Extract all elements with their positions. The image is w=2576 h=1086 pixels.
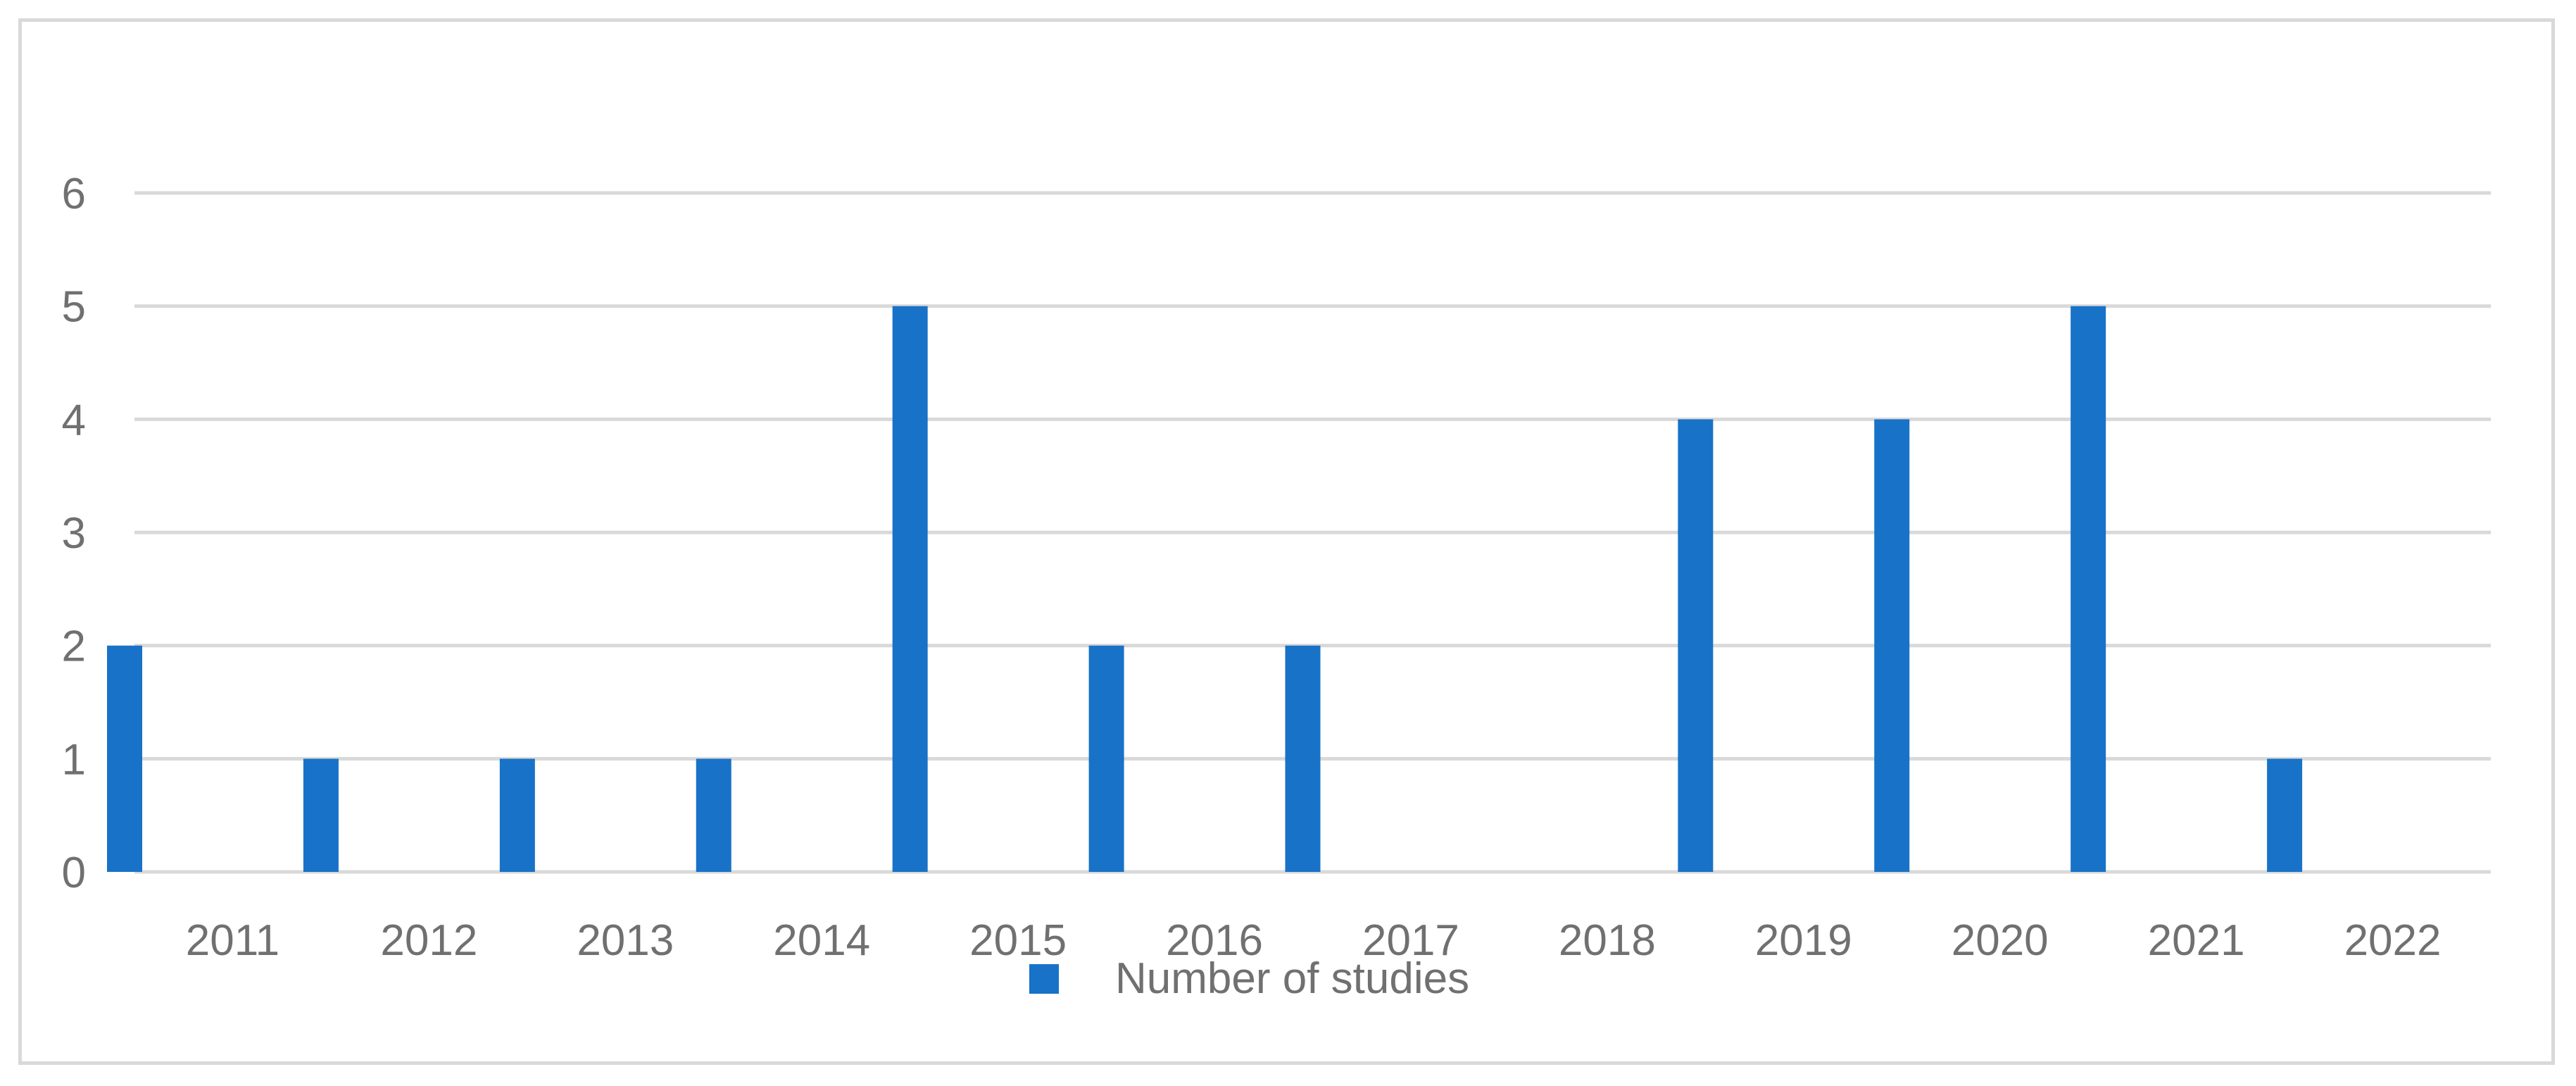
x-tick-label-2017: 2017 (1362, 916, 1459, 965)
bar-2015 (892, 306, 928, 873)
bar-2016 (1088, 645, 1124, 872)
y-tick-label: 2 (62, 623, 86, 671)
x-tick-label-2012: 2012 (380, 916, 477, 965)
bar-2021 (2071, 306, 2106, 873)
x-tick-label-2019: 2019 (1755, 916, 1852, 965)
x-tick-label-2016: 2016 (1166, 916, 1263, 965)
y-tick-label: 4 (62, 396, 86, 444)
legend-label: Number of studies (1115, 954, 1469, 1003)
bar-2014 (696, 759, 731, 872)
bar-2012 (303, 759, 339, 872)
legend-swatch (1029, 964, 1059, 994)
x-tick-label-2011: 2011 (186, 916, 279, 965)
y-tick-label: 6 (62, 170, 86, 218)
x-tick-label-2015: 2015 (969, 916, 1067, 965)
y-axis-ticks: 0 1 2 3 4 5 6 (62, 170, 86, 897)
x-axis-ticks: 2011 2012 2013 2014 2015 2016 2017 2018 2019 2020… (186, 916, 2442, 965)
x-tick-label-2018: 2018 (1559, 916, 1656, 965)
y-tick-label: 1 (62, 735, 86, 784)
x-tick-label-2020: 2020 (1952, 916, 2049, 965)
legend: Number of studies (1029, 954, 1469, 1003)
x-tick-label-2013: 2013 (577, 916, 674, 965)
bar-2019 (1678, 419, 1714, 872)
x-tick-label-2014: 2014 (773, 916, 870, 965)
bar-2017 (1285, 645, 1321, 872)
bar-2022 (2267, 759, 2303, 872)
bar-2020 (1874, 419, 1910, 872)
y-tick-label: 5 (62, 283, 86, 332)
x-tick-label-2021: 2021 (2148, 916, 2245, 965)
y-tick-label: 3 (62, 509, 86, 558)
x-tick-label-2022: 2022 (2344, 916, 2442, 965)
y-tick-label: 0 (62, 849, 86, 897)
bar-2011 (107, 645, 142, 872)
bars (107, 306, 2303, 873)
bar-2013 (499, 759, 535, 872)
